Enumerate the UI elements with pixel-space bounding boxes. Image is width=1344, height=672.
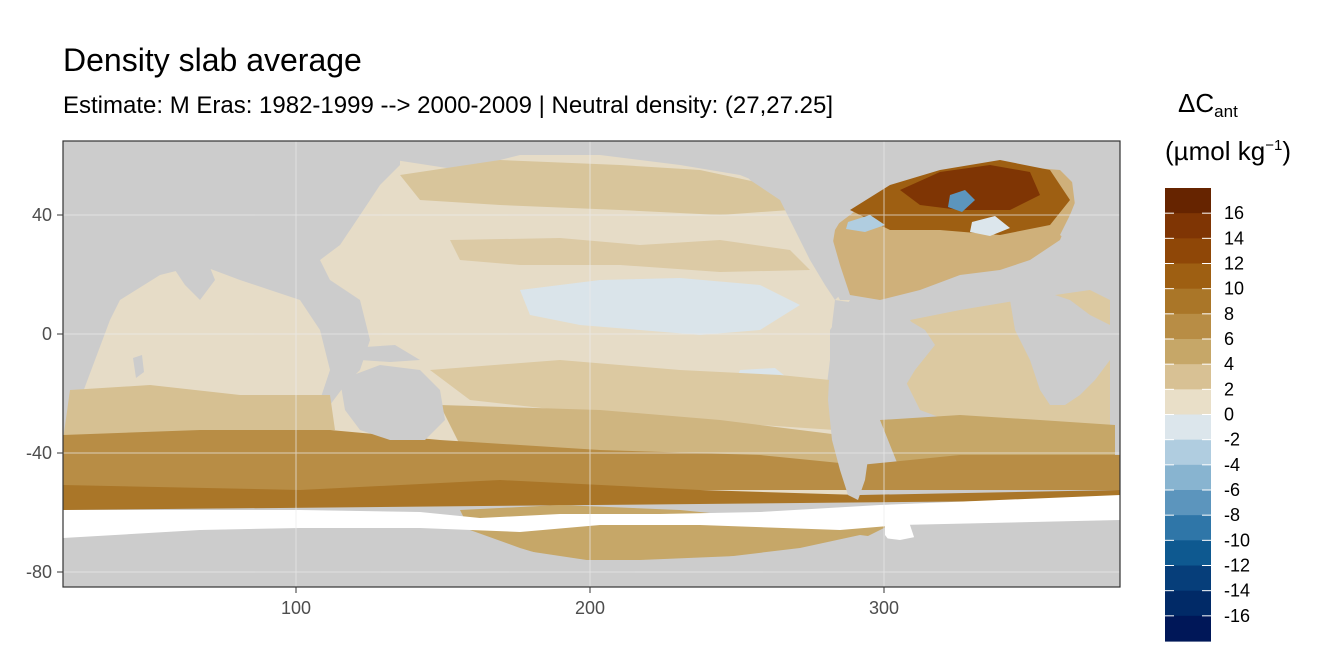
ocean-subpolar-core [900,165,1040,210]
legend-break-label: 10 [1224,279,1244,299]
legend-swatch [1165,590,1211,617]
ocean-indian [80,265,330,420]
ocean-north-pacific-band-2 [450,238,810,272]
legend-title-main: ΔC [1178,88,1215,118]
land-south-america [828,300,935,500]
legend-break-label: 14 [1224,228,1244,248]
ocean-south-pacific [430,360,835,430]
missing-antarctic-band [63,495,1120,538]
ocean-west-anomaly [846,215,885,232]
legend-swatch [1165,288,1211,315]
x-tick-label-200: 200 [575,598,605,618]
legend-break-label: 6 [1224,329,1234,349]
legend-swatch [1165,188,1211,214]
land-asia [63,141,400,275]
ocean-southern-belt-2 [63,480,1120,510]
legend-swatch [1165,464,1211,491]
x-axis: 100 200 300 [281,587,899,618]
y-tick-label-0: 0 [42,324,52,344]
legend-unit-superscript: −1 [1265,137,1283,154]
legend-unit-open: (µmol kg [1165,136,1266,166]
y-tick-label-m40: -40 [26,443,52,463]
y-tick-label-m80: -80 [26,562,52,582]
ocean-south-pacific-2 [440,405,845,470]
legend-break-label: -10 [1224,530,1250,550]
legend-swatch [1165,439,1211,466]
legend-unit: (µmol kg−1) [1165,136,1291,167]
ocean-east-anomaly [970,216,1010,236]
legend-break-label: 16 [1224,203,1244,223]
legend-break-label: 12 [1224,254,1244,274]
y-tick-label-40: 40 [32,205,52,225]
legend-title-subscript: ant [1214,102,1238,121]
legend-unit-close: ) [1282,136,1291,166]
land-india [165,255,215,300]
land-australia [340,365,445,440]
ocean-north-pacific-band [400,160,790,215]
legend-break-label: 4 [1224,354,1234,374]
ocean-indian-south [63,385,335,440]
legend-break-label: -14 [1224,581,1250,601]
legend-swatch [1165,490,1211,516]
land-new-guinea [350,345,420,362]
land-greenland [1000,141,1120,165]
x-tick-label-300: 300 [869,598,899,618]
y-axis: 40 0 -40 -80 [26,205,63,582]
x-tick-label-100: 100 [281,598,311,618]
land-africa [1010,290,1110,405]
legend-title: ΔCant [1178,88,1238,122]
legend-break-label: -8 [1224,505,1240,525]
legend-break-label: -6 [1224,480,1240,500]
legend-break-label: -4 [1224,455,1240,475]
legend-swatch [1165,364,1211,390]
ocean-field [63,155,1120,560]
land-antarctica [63,522,1120,587]
legend-swatch [1165,540,1211,567]
legend-swatch [1165,213,1211,239]
land-europe [1060,160,1120,250]
legend-break-label: -16 [1224,606,1250,626]
land-madagascar [133,355,144,378]
legend-swatch [1165,339,1211,365]
legend-swatch [1165,414,1211,441]
legend-break-label: -12 [1224,556,1250,576]
grid [63,141,1120,587]
legend-swatch [1165,238,1211,265]
continents [63,141,1120,500]
panel-border [62,140,1121,588]
chart-subtitle: Estimate: M Eras: 1982-1999 --> 2000-200… [63,92,833,119]
legend-swatch [1165,389,1211,416]
legend-break-label: 0 [1224,405,1234,425]
legend-swatch [1165,313,1211,340]
legend-colorbar [1165,188,1211,642]
ocean-labrador-anomaly [948,190,975,212]
legend-break-label: -2 [1224,430,1240,450]
legend-break-label: 8 [1224,304,1234,324]
legend-break-label: 2 [1224,379,1234,399]
land-north-america [720,141,1000,300]
legend-swatch [1165,565,1211,592]
legend-labels: 16 14 12 10 8 6 4 2 0 -2 -4 -6 -8 -10 -12 -14 -16 [1224,203,1250,626]
legend-swatch [1165,515,1211,541]
legend-swatch [1165,263,1211,290]
chart-title: Density slab average [63,42,362,78]
legend-swatch [1165,615,1211,642]
